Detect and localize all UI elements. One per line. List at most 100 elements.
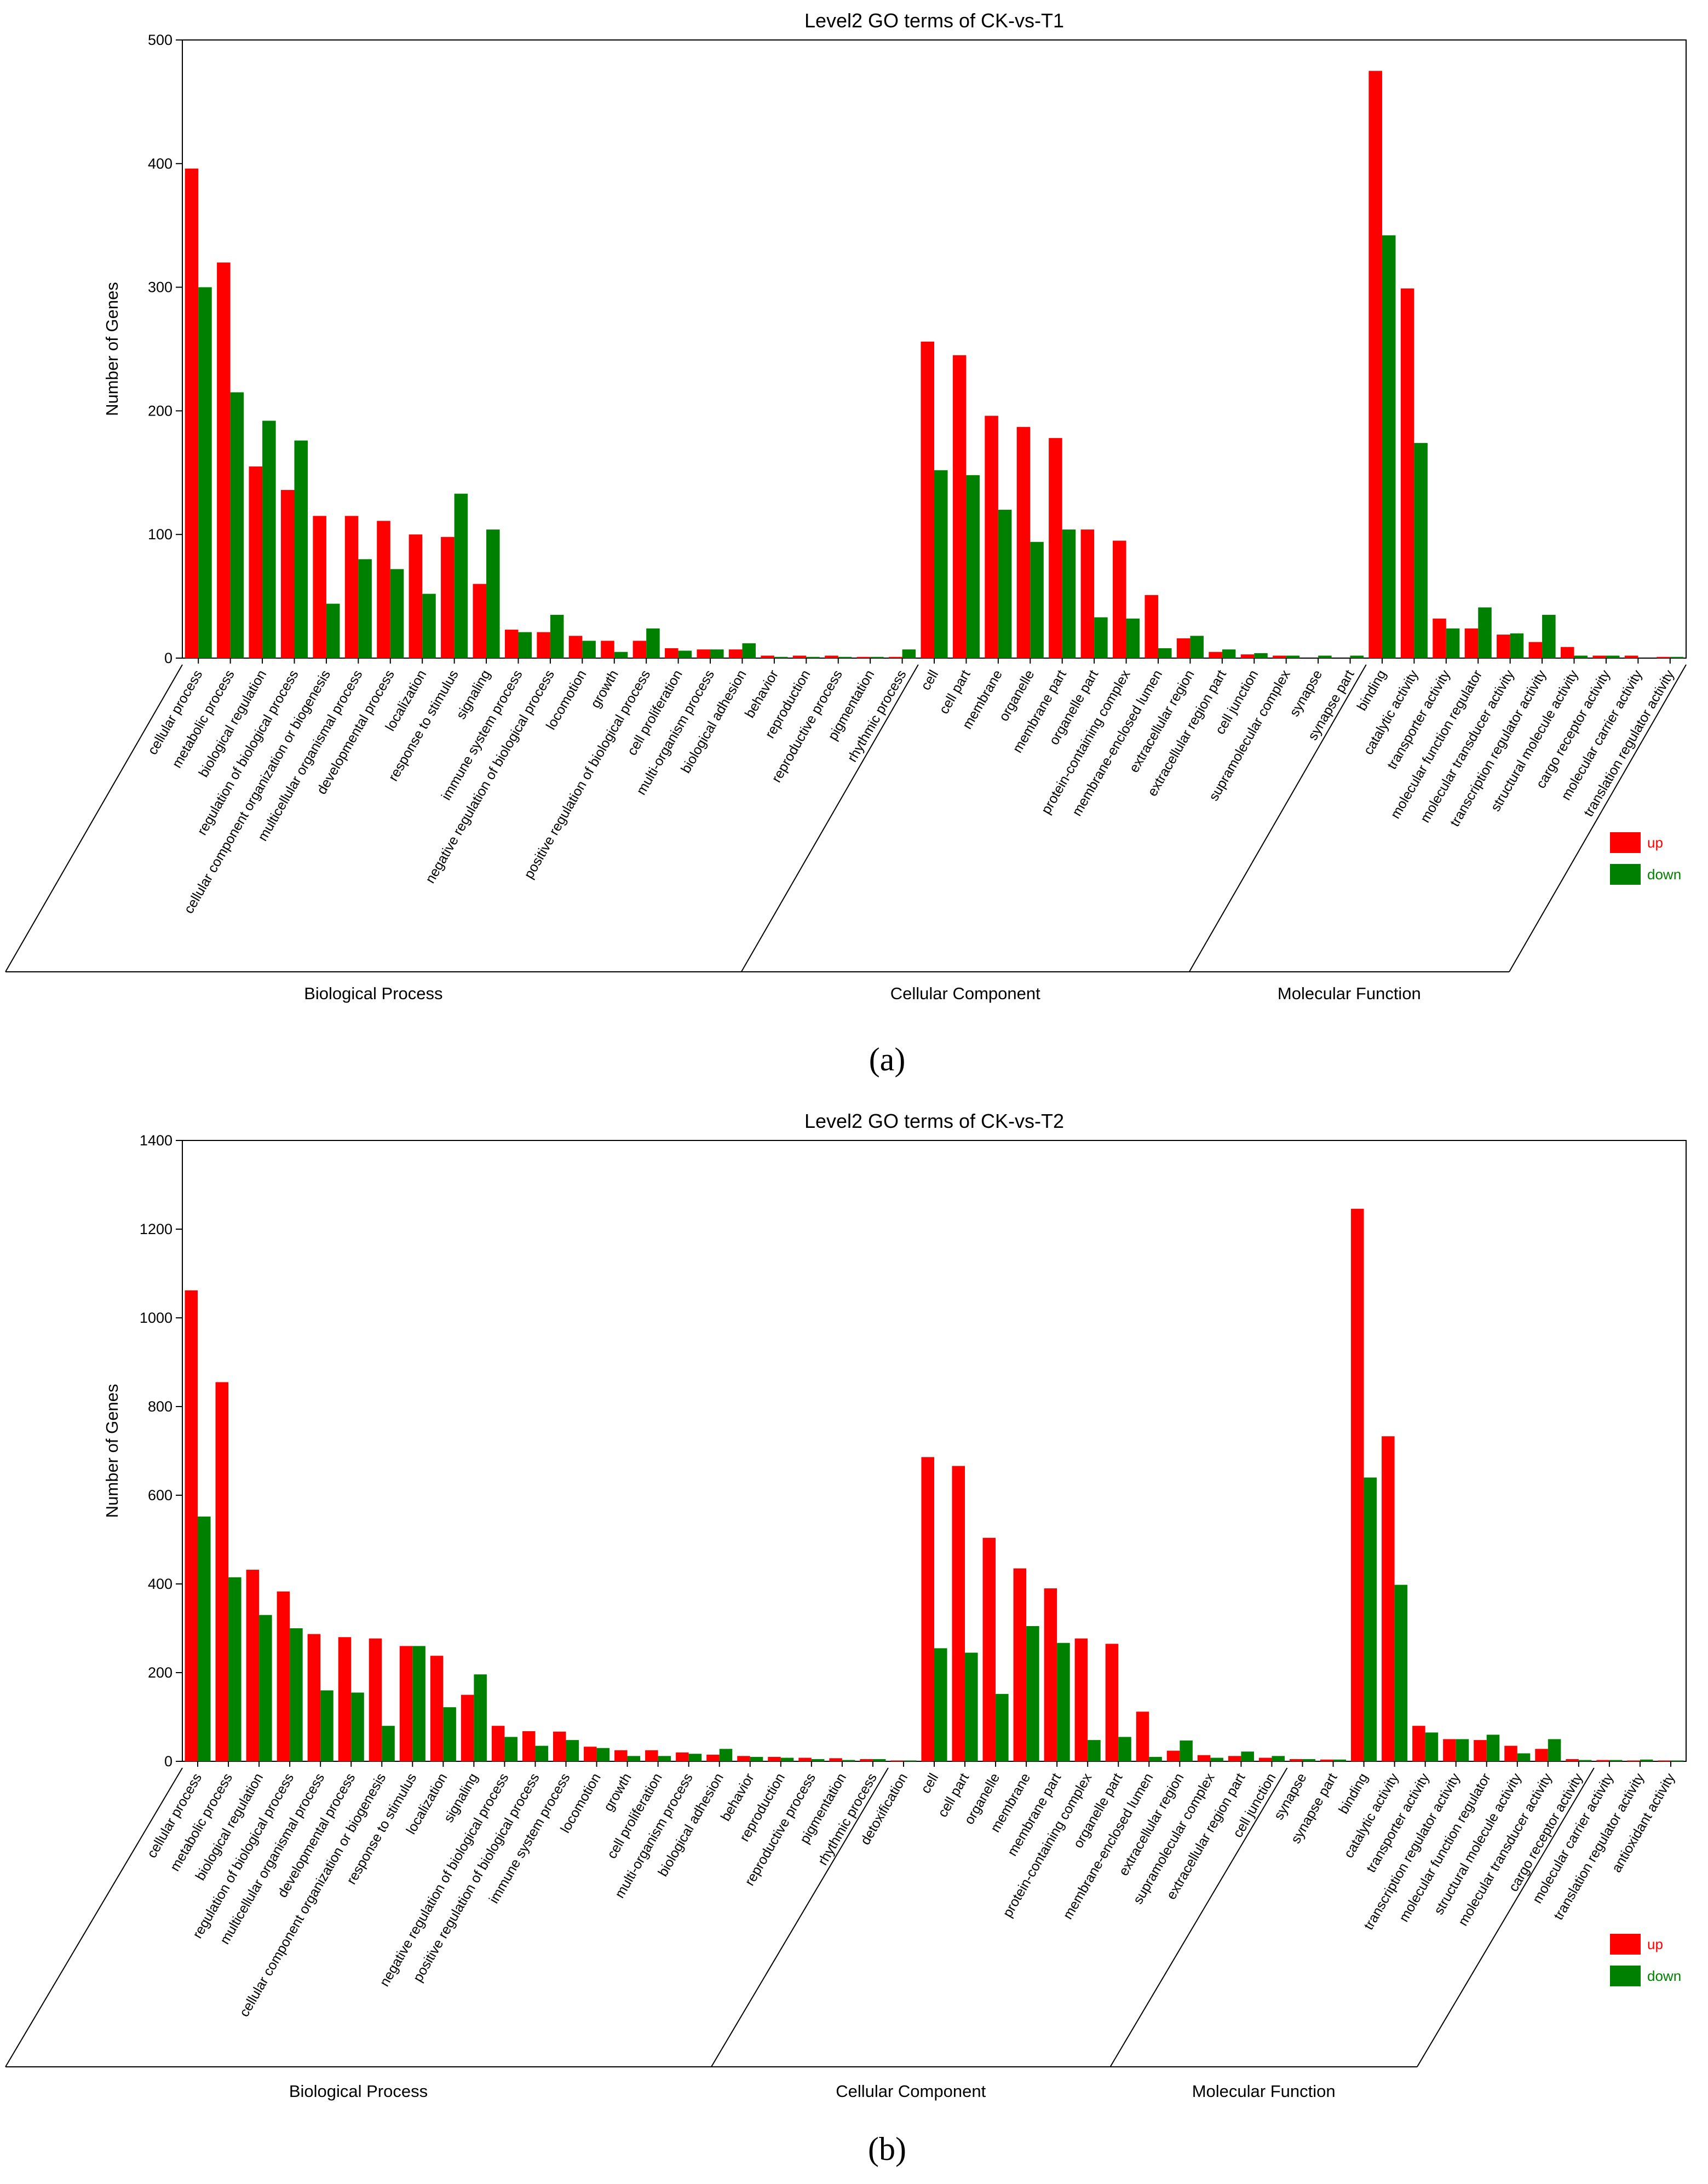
bar-down xyxy=(1670,1760,1684,1761)
bar-down xyxy=(1333,1759,1347,1761)
bar-up xyxy=(601,641,614,658)
bar-down xyxy=(198,1516,211,1761)
bar-down xyxy=(454,493,468,658)
bar-down xyxy=(1486,1734,1500,1761)
bar-up xyxy=(504,630,519,658)
bar-down xyxy=(998,510,1012,658)
bar-up xyxy=(430,1656,444,1761)
bar-up xyxy=(1657,656,1670,658)
category-label: growth xyxy=(601,1771,635,1814)
bar-up xyxy=(1596,1760,1609,1761)
legend-swatch-down xyxy=(1610,864,1641,885)
bar-up xyxy=(369,1638,382,1761)
bar-up xyxy=(1166,1750,1180,1761)
bar-down xyxy=(566,1740,579,1761)
bar-down xyxy=(1254,653,1268,658)
group-divider xyxy=(1509,664,1687,972)
bar-down xyxy=(842,1760,855,1761)
bar-down xyxy=(320,1690,333,1761)
bar-up xyxy=(1013,1568,1027,1761)
bar-up xyxy=(1504,1745,1517,1761)
bar-up xyxy=(1228,1756,1241,1761)
bar-up xyxy=(1273,655,1286,658)
bar-down xyxy=(966,475,980,658)
bar-down xyxy=(1222,649,1236,658)
bar-down xyxy=(326,603,340,658)
bar-down xyxy=(358,559,372,658)
bar-up xyxy=(1074,1638,1088,1761)
bar-down xyxy=(1094,617,1108,658)
bar-down xyxy=(535,1745,549,1761)
bar-up xyxy=(584,1747,597,1761)
bar-down xyxy=(550,614,564,658)
bar-up xyxy=(377,521,390,658)
bar-down xyxy=(1414,443,1428,658)
bar-down xyxy=(1190,636,1204,658)
bar-down xyxy=(1126,618,1140,658)
bar-up xyxy=(344,516,359,658)
bar-up xyxy=(215,1382,229,1761)
y-axis-label: Number of Genes xyxy=(102,282,122,416)
group-divider xyxy=(5,1767,183,2067)
bar-up xyxy=(1566,1759,1579,1761)
bar-down xyxy=(1210,1757,1223,1761)
bar-up xyxy=(792,655,807,658)
bar-down xyxy=(870,656,884,658)
bar-up xyxy=(522,1731,536,1761)
category-label: cell xyxy=(918,1771,941,1796)
y-tick-label: 200 xyxy=(148,402,172,419)
bar-up xyxy=(829,1758,842,1761)
chart-2: Level2 GO terms of CK-vs-T2 Number of Gen… xyxy=(5,1110,1687,2167)
bar-up xyxy=(1113,540,1126,658)
bar-down xyxy=(1241,1751,1254,1761)
bar-up xyxy=(1240,654,1255,658)
bar-down xyxy=(262,420,276,658)
bar-up xyxy=(645,1750,658,1761)
bar-up xyxy=(491,1726,505,1761)
bar-up xyxy=(890,1760,904,1761)
bar-up xyxy=(1658,1760,1671,1761)
bar-down xyxy=(658,1756,671,1761)
bar-up xyxy=(307,1634,321,1761)
bar-up xyxy=(1382,1436,1395,1761)
bar-up xyxy=(860,1759,873,1761)
bar-down xyxy=(1286,655,1300,658)
group-divider xyxy=(1417,1767,1595,2067)
bar-up xyxy=(1105,1644,1119,1761)
category-label: binding xyxy=(1354,667,1390,713)
bar-down xyxy=(710,649,724,658)
bar-up xyxy=(399,1646,413,1761)
bar-down xyxy=(1670,656,1684,658)
bar-up xyxy=(246,1570,260,1761)
bar-down xyxy=(1609,1760,1623,1761)
bar-down xyxy=(934,1648,947,1761)
bar-down xyxy=(1272,1756,1285,1761)
y-tick-label: 200 xyxy=(148,1664,172,1681)
bar-down xyxy=(1062,529,1076,658)
bar-up xyxy=(473,584,487,658)
bar-up xyxy=(952,355,967,658)
bar-up xyxy=(1289,1759,1303,1761)
bar-up xyxy=(1443,1739,1456,1761)
bar-up xyxy=(1049,438,1062,658)
bar-up xyxy=(277,1591,290,1761)
group-label: Molecular Function xyxy=(1278,984,1421,1003)
bar-up xyxy=(1197,1755,1211,1761)
bar-down xyxy=(1640,1759,1653,1761)
bar-up xyxy=(1258,1757,1272,1761)
bar-down xyxy=(1542,614,1556,658)
bar-down xyxy=(1180,1740,1193,1761)
bar-down xyxy=(1394,1584,1408,1761)
bar-up xyxy=(1368,71,1382,659)
bar-down xyxy=(903,1760,917,1761)
bar-up xyxy=(737,1756,750,1761)
bar-up xyxy=(889,656,902,658)
bar-down xyxy=(1158,648,1172,658)
bar-down xyxy=(1149,1756,1162,1761)
bar-up xyxy=(313,516,326,658)
bar-up xyxy=(825,655,838,658)
bar-up xyxy=(1592,655,1606,658)
bar-up xyxy=(1080,529,1095,658)
bar-up xyxy=(1560,647,1574,658)
